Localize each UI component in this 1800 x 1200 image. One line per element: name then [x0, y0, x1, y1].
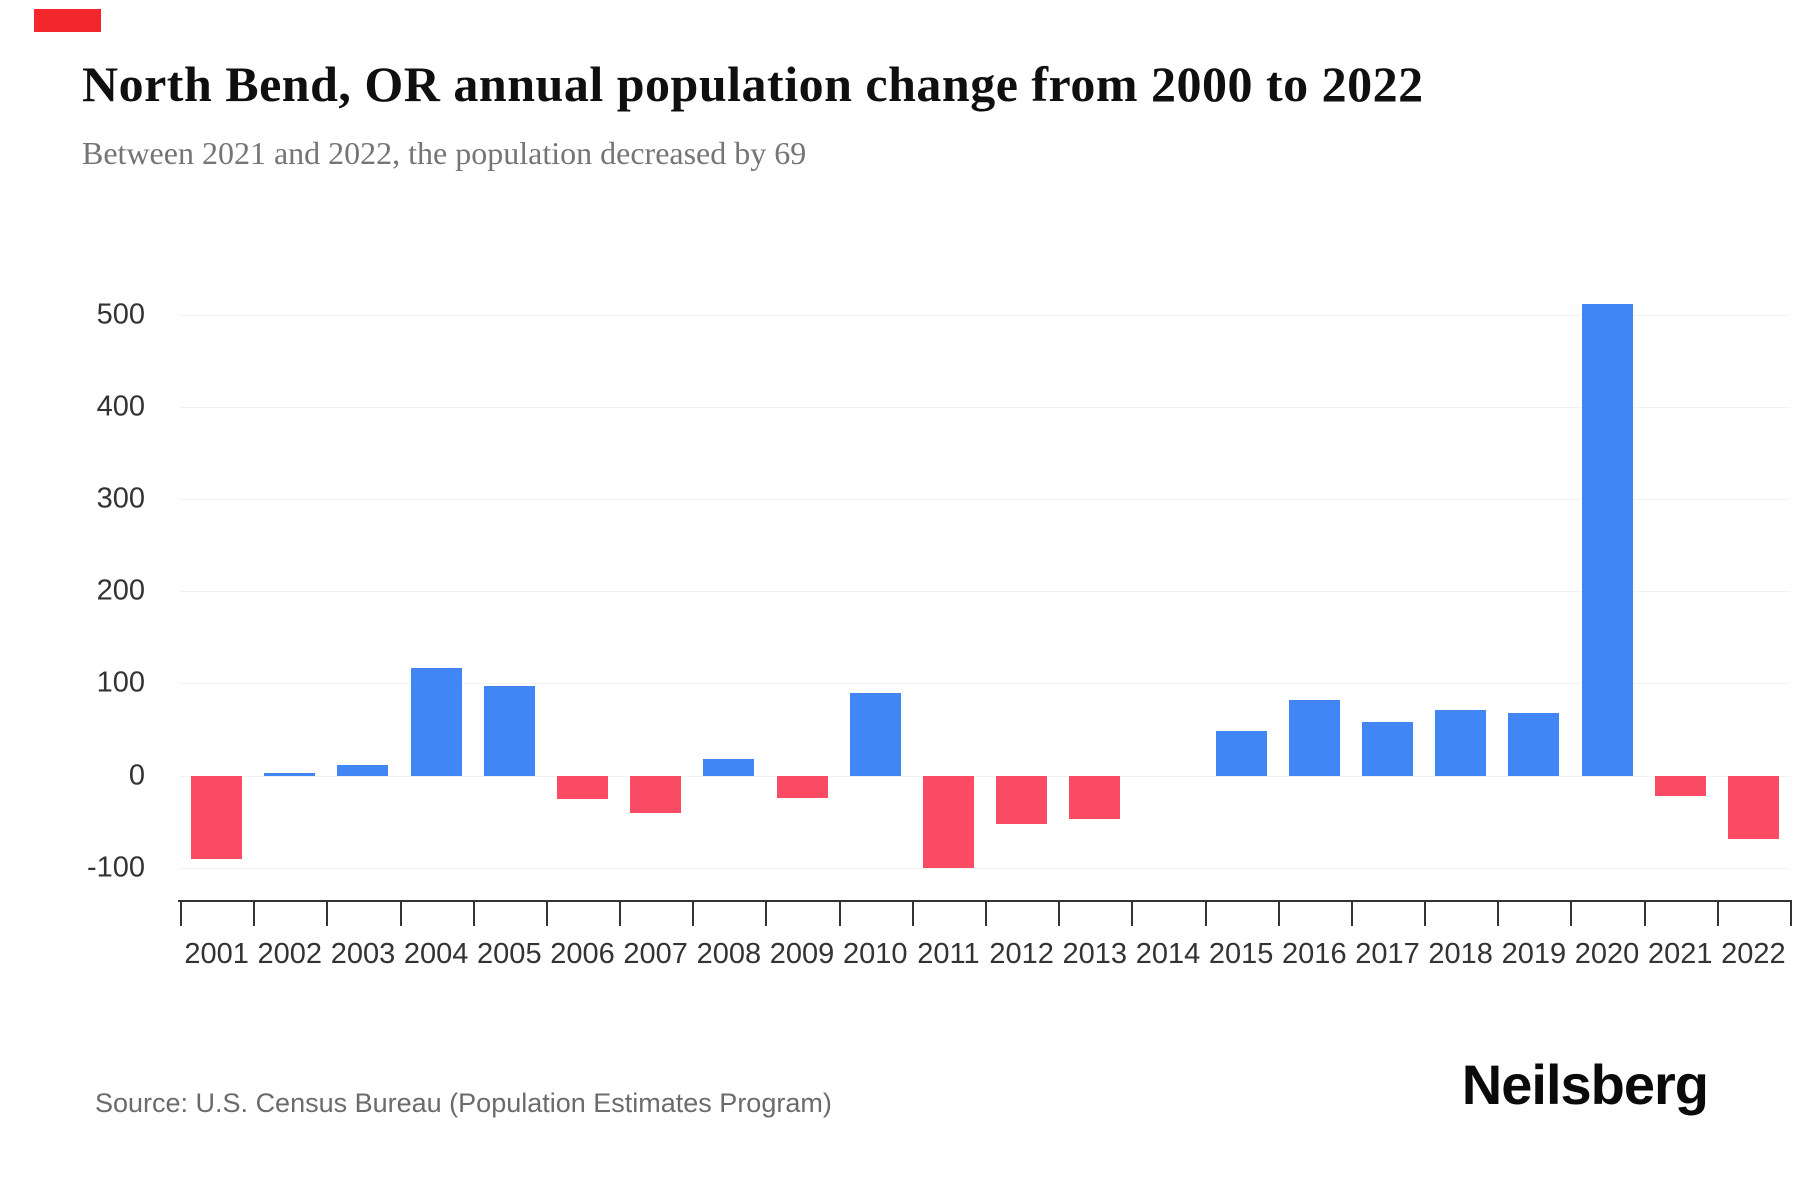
bar-2008[interactable]	[703, 759, 755, 776]
x-axis-label-2015: 2015	[1208, 938, 1274, 970]
x-axis-tick	[985, 902, 987, 926]
x-axis-tick	[692, 902, 695, 926]
x-axis-tick	[619, 902, 622, 926]
bar-2010[interactable]	[849, 692, 901, 776]
bar-2001[interactable]	[191, 775, 243, 859]
bar-2005[interactable]	[483, 686, 535, 776]
bar-2004[interactable]	[410, 667, 462, 776]
y-axis-tick-label: 0	[128, 759, 145, 792]
x-axis-tick	[765, 902, 768, 926]
gridline	[180, 683, 1790, 685]
x-axis-label-2003: 2003	[330, 938, 396, 970]
x-axis-tick	[1570, 902, 1573, 926]
x-axis-label-2018: 2018	[1428, 938, 1493, 970]
bar-2013[interactable]	[1069, 775, 1121, 819]
bar-2012[interactable]	[996, 775, 1048, 825]
y-axis-tick-label: 500	[96, 298, 145, 331]
y-axis-tick-label: 200	[96, 574, 145, 607]
y-axis-tick-label: 400	[96, 390, 145, 423]
bar-2017[interactable]	[1362, 722, 1413, 776]
bar-2007[interactable]	[630, 775, 682, 814]
x-axis-label-2011: 2011	[917, 938, 980, 970]
y-axis-tick-label: 300	[96, 482, 145, 515]
x-axis-label-2022: 2022	[1721, 938, 1786, 970]
x-axis-label-2021: 2021	[1647, 938, 1713, 970]
x-axis-tick	[1643, 902, 1646, 926]
bar-2002[interactable]	[264, 772, 316, 776]
x-axis-label-2005: 2005	[477, 938, 542, 970]
x-axis-label-2014: 2014	[1135, 938, 1201, 970]
x-axis-tick	[1716, 902, 1719, 926]
red-marker	[34, 9, 101, 32]
x-axis-tick	[399, 902, 402, 926]
bar-2022[interactable]	[1727, 775, 1779, 840]
neilsberg-logo: Neilsberg	[1461, 1053, 1709, 1116]
x-axis-label-2020: 2020	[1574, 938, 1640, 970]
bar-2020[interactable]	[1581, 303, 1633, 776]
gridline	[180, 775, 1790, 777]
x-axis-tick	[1058, 902, 1061, 926]
x-axis-label-2017: 2017	[1355, 938, 1420, 970]
x-axis-tick	[1131, 902, 1134, 926]
bar-2011[interactable]	[922, 775, 974, 868]
gridline	[180, 867, 1790, 869]
plot-area: -100 0 100 200 300 400 500	[87, 255, 1790, 900]
x-axis-tick	[253, 902, 256, 926]
x-axis-label-2002: 2002	[257, 938, 323, 970]
x-axis-label-2007: 2007	[623, 938, 688, 970]
x-axis-tick	[1790, 902, 1792, 926]
x-axis-tick	[838, 902, 841, 926]
x-axis-tick	[1350, 902, 1353, 926]
x-axis-tick	[911, 902, 914, 926]
gridline	[180, 407, 1790, 409]
x-axis-tick	[1424, 902, 1427, 926]
x-axis-label-2012: 2012	[989, 938, 1054, 970]
gridline	[180, 591, 1790, 593]
bar-2009[interactable]	[776, 775, 828, 798]
x-axis-label-2001: 2001	[184, 938, 249, 970]
source-note: Source: U.S. Census Bureau (Population E…	[95, 1088, 832, 1118]
x-axis-tick	[326, 902, 329, 926]
gridline	[180, 314, 1790, 316]
x-axis-label-2013: 2013	[1062, 938, 1128, 970]
x-axis-label-2016: 2016	[1282, 938, 1347, 970]
y-axis-tick-label: -100	[86, 851, 145, 884]
bar-2003[interactable]	[337, 765, 389, 776]
x-axis-label-2004: 2004	[403, 938, 469, 970]
bar-2016[interactable]	[1288, 700, 1340, 776]
x-axis-label-2008: 2008	[696, 938, 762, 970]
x-axis-tick	[545, 902, 548, 926]
chart-subtitle: Between 2021 and 2022, the population de…	[82, 135, 807, 171]
x-axis-tick	[180, 902, 182, 926]
x-axis-tick	[1497, 902, 1500, 926]
bar-2019[interactable]	[1508, 712, 1560, 776]
x-axis-label-2010: 2010	[842, 938, 908, 970]
gridline	[180, 499, 1790, 501]
x-axis-label-2009: 2009	[769, 938, 835, 970]
x-axis-label-2006: 2006	[550, 938, 615, 970]
bar-2006[interactable]	[557, 775, 608, 799]
x-axis-tick	[1204, 902, 1207, 926]
bar-2018[interactable]	[1435, 710, 1487, 776]
y-axis-tick-label: 100	[96, 666, 145, 699]
bar-2021[interactable]	[1654, 775, 1706, 796]
bar-2015[interactable]	[1215, 731, 1267, 776]
x-axis-tick	[472, 902, 475, 926]
x-axis-label-2019: 2019	[1501, 938, 1567, 970]
chart-title: North Bend, OR annual population change …	[82, 56, 1424, 112]
x-axis-line	[178, 900, 1792, 902]
x-axis-tick	[1277, 902, 1280, 926]
